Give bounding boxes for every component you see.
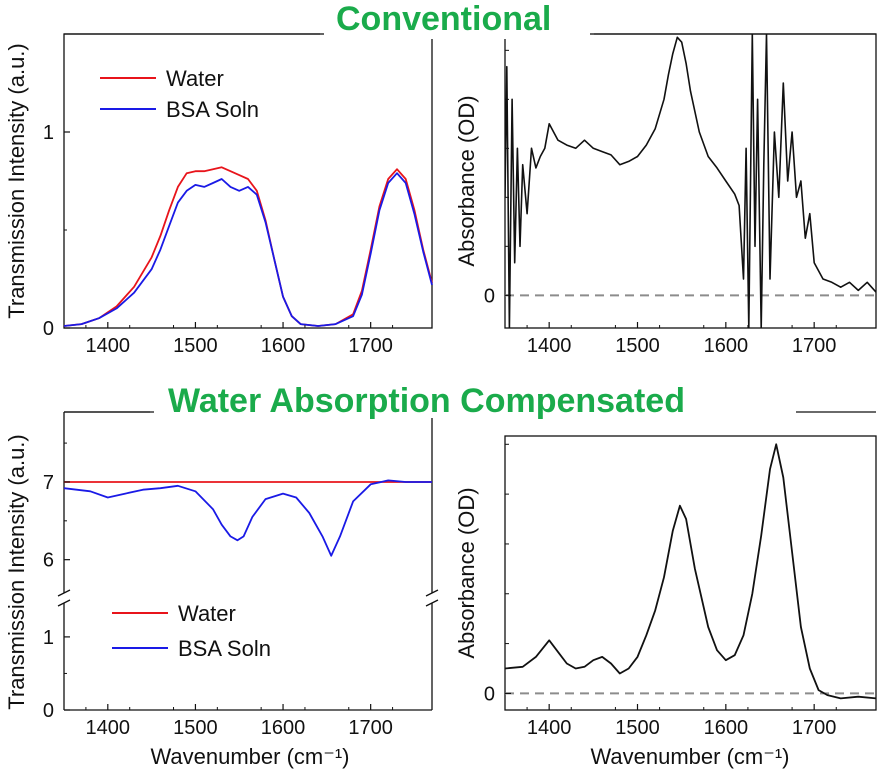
- x-tick-label: 1500: [615, 717, 660, 739]
- x-tick-label: 1500: [173, 335, 218, 357]
- x-tick-label: 1600: [261, 335, 306, 357]
- y-tick-label: 0: [484, 683, 495, 705]
- series-absorbance: [505, 34, 876, 328]
- legend-label: BSA Soln: [178, 636, 271, 661]
- x-axis-label: Wavenumber (cm⁻¹): [150, 744, 349, 769]
- x-tick-label: 1700: [348, 717, 393, 739]
- x-tick-label: 1400: [527, 717, 572, 739]
- axis-break-mark: [57, 599, 71, 607]
- y-tick-label: 1: [43, 627, 54, 649]
- heading-gap-bottom: [154, 402, 794, 418]
- x-axis-label: Wavenumber (cm⁻¹): [590, 744, 789, 769]
- y-tick-label: 7: [43, 472, 54, 494]
- y-axis-label: Absorbance (OD): [454, 95, 479, 266]
- y-tick-label: 1: [43, 122, 54, 144]
- series-water: [63, 166, 433, 327]
- x-tick-label: 1600: [261, 717, 306, 739]
- y-tick-label: 0: [484, 285, 495, 307]
- heading-conventional: Conventional: [336, 0, 552, 38]
- x-tick-label: 1400: [527, 335, 572, 357]
- x-tick-label: 1600: [704, 335, 749, 357]
- x-tick-label: 1700: [792, 335, 837, 357]
- x-tick-label: 1700: [792, 717, 837, 739]
- axis-break-mark: [57, 589, 71, 597]
- y-axis-label: Transmission Intensity (a.u.): [4, 434, 29, 710]
- legend-label: BSA Soln: [166, 97, 259, 122]
- y-axis-label: Absorbance (OD): [454, 487, 479, 658]
- axis-break-mark: [425, 599, 439, 607]
- plot-frame: [504, 33, 877, 329]
- x-tick-label: 1500: [173, 717, 218, 739]
- x-tick-label: 1400: [86, 335, 131, 357]
- series-bsa: [63, 479, 432, 557]
- series-bsa: [63, 172, 433, 327]
- y-tick-label: 6: [43, 550, 54, 572]
- heading-gap-top: [324, 25, 590, 39]
- axis-break-mark: [425, 589, 439, 597]
- y-tick-label: 0: [43, 318, 54, 340]
- legend-label: Water: [178, 601, 236, 626]
- plot-frame: [504, 435, 877, 711]
- x-tick-label: 1700: [348, 335, 393, 357]
- y-tick-label: 0: [43, 700, 54, 722]
- y-axis-label: Transmission Intensity (a.u.): [4, 43, 29, 319]
- heading-water-absorption-compensated: Water Absorption Compensated: [168, 382, 685, 420]
- x-tick-label: 1400: [86, 717, 131, 739]
- legend-label: Water: [166, 66, 224, 91]
- x-tick-label: 1600: [704, 717, 749, 739]
- x-tick-label: 1500: [615, 335, 660, 357]
- series-absorbance: [504, 443, 877, 700]
